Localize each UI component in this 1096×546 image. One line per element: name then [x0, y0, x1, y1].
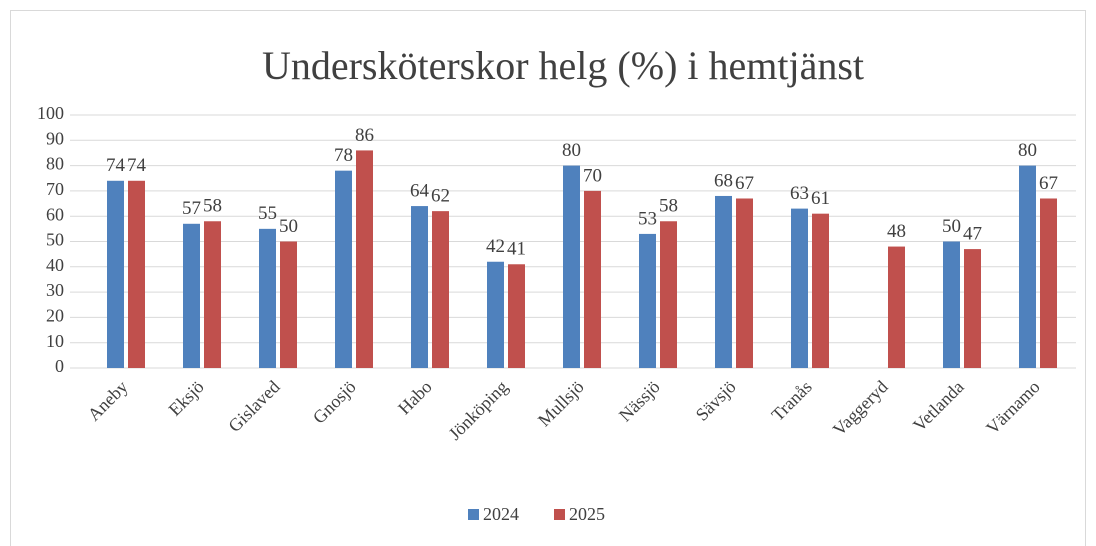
bar	[487, 261, 504, 368]
data-label: 80	[562, 140, 581, 161]
bar	[280, 241, 297, 368]
y-tick-label: 60	[46, 204, 64, 224]
y-tick-label: 100	[37, 103, 64, 123]
bar	[335, 170, 352, 368]
chart-title: Undersköterskor helg (%) i hemtjänst	[262, 43, 864, 88]
data-label: 74	[106, 155, 126, 176]
bar	[736, 198, 753, 368]
data-label: 41	[507, 239, 526, 260]
bar	[411, 206, 428, 368]
legend-label: 2024	[483, 504, 519, 524]
data-label: 67	[735, 173, 754, 194]
bar	[584, 190, 601, 368]
data-label: 68	[714, 170, 733, 191]
bar	[508, 264, 525, 368]
data-label: 62	[431, 185, 450, 206]
bar	[660, 221, 677, 368]
data-label: 80	[1018, 140, 1037, 161]
data-label: 47	[963, 223, 982, 244]
y-tick-label: 40	[46, 255, 64, 275]
y-tick-label: 70	[46, 179, 64, 199]
bar	[563, 165, 580, 368]
bar	[1040, 198, 1057, 368]
bar	[356, 150, 373, 368]
bar	[432, 211, 449, 368]
y-tick-label: 0	[55, 356, 64, 376]
data-label: 64	[410, 180, 430, 201]
y-tick-label: 80	[46, 154, 64, 174]
legend-swatch	[468, 509, 479, 520]
data-label: 57	[182, 198, 201, 219]
legend-swatch	[554, 509, 565, 520]
bar	[791, 208, 808, 368]
data-label: 50	[942, 216, 961, 237]
bar	[943, 241, 960, 368]
bar	[183, 223, 200, 368]
y-tick-label: 30	[46, 280, 64, 300]
bar	[128, 180, 145, 368]
data-label: 53	[638, 208, 657, 229]
legend-label: 2025	[569, 504, 605, 524]
data-label: 61	[811, 188, 830, 209]
bar	[812, 213, 829, 368]
data-label: 55	[258, 203, 277, 224]
y-tick-label: 10	[46, 331, 64, 351]
data-label: 42	[486, 236, 505, 257]
bar	[639, 233, 656, 368]
data-label: 70	[583, 165, 602, 186]
data-label: 63	[790, 183, 809, 204]
data-label: 78	[334, 145, 353, 166]
data-label: 58	[203, 196, 222, 217]
data-label: 50	[279, 216, 298, 237]
bar	[715, 195, 732, 368]
data-label: 67	[1039, 173, 1058, 194]
chart-border	[10, 10, 1086, 546]
bar	[107, 180, 124, 368]
data-label: 74	[127, 155, 147, 176]
y-tick-label: 50	[46, 230, 64, 250]
bar	[259, 228, 276, 368]
bar	[1019, 165, 1036, 368]
data-label: 58	[659, 196, 678, 217]
bar	[204, 221, 221, 368]
bar	[888, 246, 905, 368]
y-tick-label: 20	[46, 306, 64, 326]
bar	[964, 249, 981, 368]
data-label: 48	[887, 221, 906, 242]
y-tick-label: 90	[46, 128, 64, 148]
data-label: 86	[355, 125, 374, 146]
